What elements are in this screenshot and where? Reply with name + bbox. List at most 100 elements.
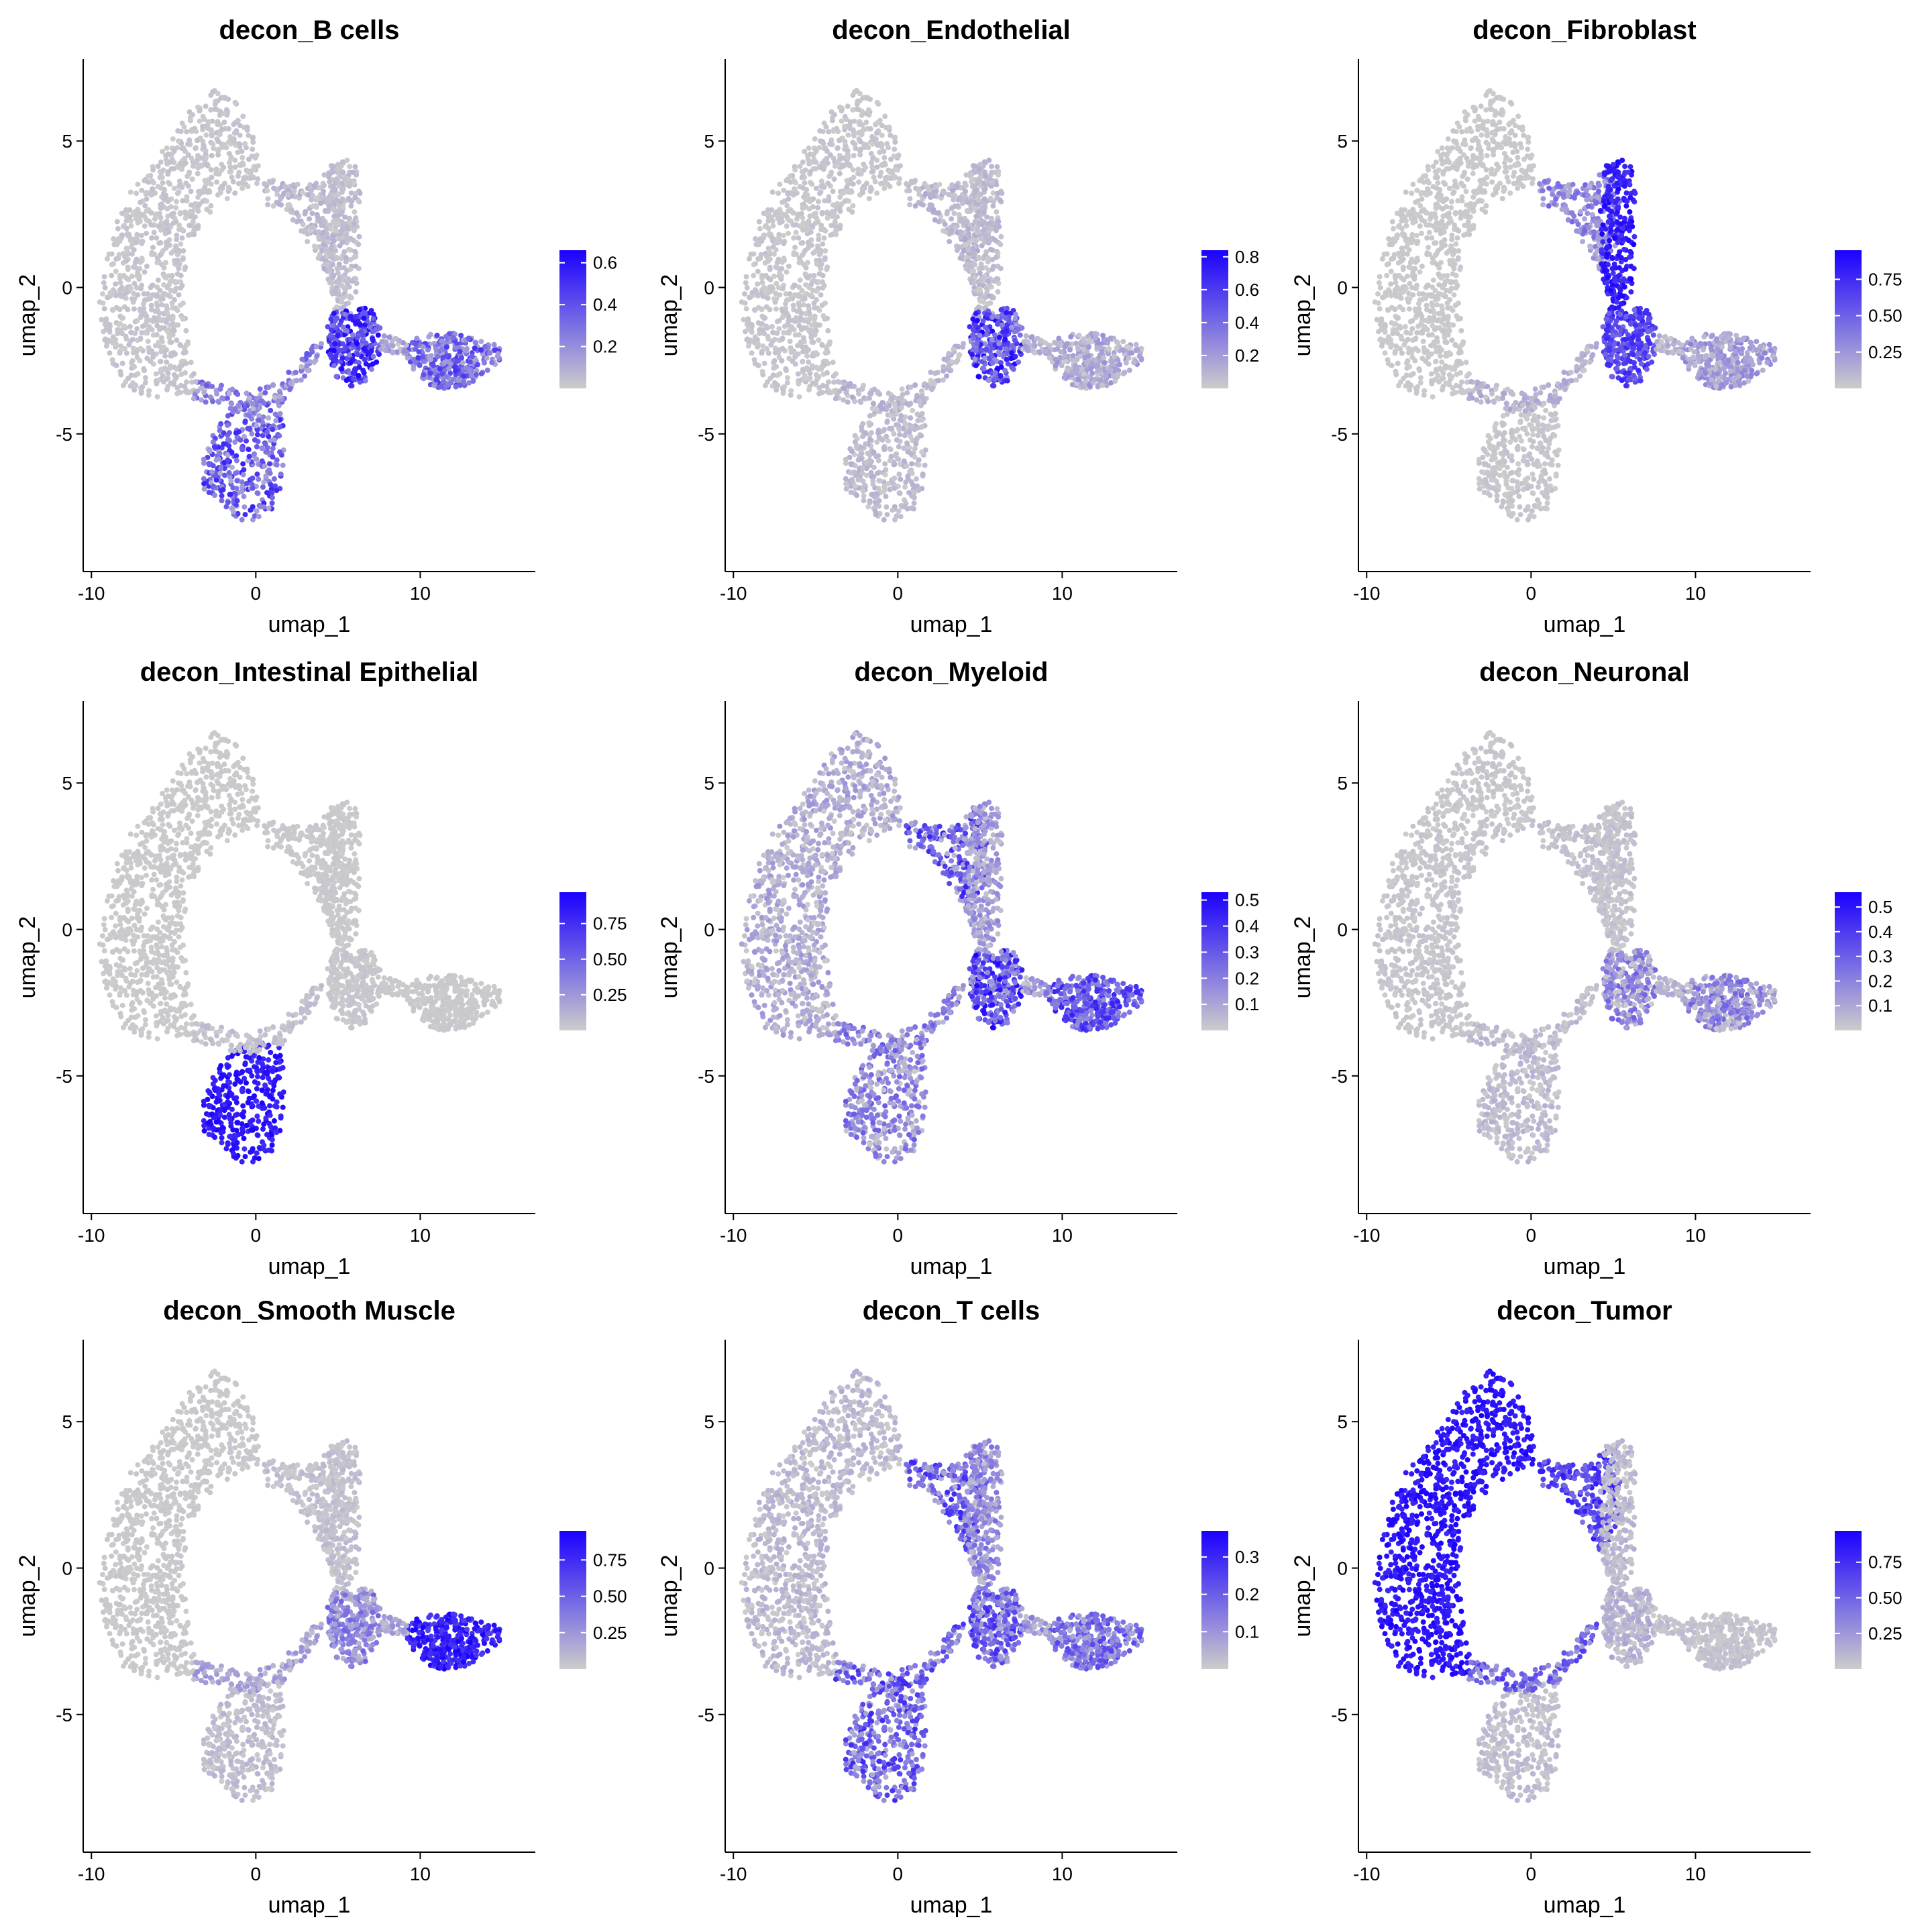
data-point (820, 161, 825, 166)
data-point (781, 330, 786, 335)
data-point (266, 415, 271, 421)
data-point (839, 108, 845, 113)
data-point (824, 124, 829, 129)
data-point (175, 308, 180, 313)
data-point (386, 335, 392, 340)
data-point (178, 343, 183, 348)
data-point (881, 517, 887, 523)
data-point (995, 314, 1000, 319)
data-point (131, 383, 137, 388)
data-point (370, 329, 375, 334)
data-point (260, 458, 265, 464)
data-point (188, 209, 193, 214)
data-point (814, 148, 819, 154)
data-point (739, 299, 745, 305)
data-point (843, 476, 849, 482)
data-point (104, 343, 109, 349)
data-point (856, 391, 861, 396)
data-point (274, 462, 280, 468)
data-point (885, 419, 890, 424)
data-point (117, 307, 123, 312)
data-point (390, 343, 396, 348)
data-point (437, 366, 443, 372)
data-point (183, 361, 189, 366)
data-point (822, 248, 828, 254)
data-point (185, 142, 191, 147)
data-point (152, 230, 157, 235)
data-point (822, 198, 827, 203)
data-point (808, 371, 813, 376)
data-point (909, 461, 914, 466)
data-point (805, 275, 810, 280)
data-point (1095, 368, 1100, 374)
data-point (239, 186, 245, 191)
data-point (204, 383, 209, 388)
data-point (207, 209, 213, 215)
data-point (138, 346, 144, 352)
data-point (227, 430, 232, 435)
data-point (792, 223, 797, 228)
data-point (107, 322, 113, 327)
data-point (966, 262, 971, 267)
data-point (136, 220, 141, 225)
data-point (339, 318, 344, 323)
data-point (773, 307, 779, 312)
data-point (835, 145, 841, 150)
data-point (117, 322, 122, 327)
data-point (152, 315, 157, 321)
data-point (777, 371, 783, 376)
data-point (1000, 323, 1005, 328)
data-point (255, 432, 260, 437)
data-point (816, 374, 821, 380)
data-point (1090, 380, 1095, 385)
data-point (752, 307, 757, 313)
data-point (769, 235, 775, 241)
data-point (164, 387, 170, 392)
data-point (871, 449, 877, 455)
data-point (806, 387, 812, 392)
data-point (458, 349, 463, 354)
data-point (341, 347, 347, 352)
data-point (184, 129, 189, 134)
data-point (363, 378, 368, 384)
data-point (235, 392, 240, 397)
data-point (874, 191, 879, 196)
data-point (217, 451, 223, 456)
data-point (998, 373, 1003, 378)
data-point (134, 326, 140, 331)
data-point (839, 119, 845, 124)
data-point (982, 170, 987, 175)
data-point (154, 323, 160, 329)
data-point (401, 349, 407, 354)
data-point (341, 249, 347, 254)
data-point (953, 203, 958, 209)
data-point (109, 273, 114, 278)
data-point (783, 301, 788, 307)
data-point (788, 339, 793, 344)
data-point (766, 258, 771, 264)
data-point (103, 321, 108, 327)
data-point (229, 401, 234, 407)
data-point (340, 170, 345, 175)
data-point (113, 341, 119, 347)
data-point (414, 336, 419, 341)
data-point (851, 167, 856, 172)
data-point (172, 262, 178, 267)
data-point (426, 334, 431, 339)
data-point (276, 433, 282, 439)
data-point (331, 363, 337, 368)
data-point (175, 279, 180, 284)
data-point (1106, 346, 1112, 352)
data-point (792, 282, 797, 288)
data-point (771, 274, 777, 279)
data-point (906, 490, 912, 495)
data-point (228, 406, 233, 411)
data-point (131, 307, 137, 312)
data-point (876, 486, 881, 491)
data-point (345, 225, 350, 231)
data-point (239, 155, 245, 160)
data-point (777, 182, 782, 187)
data-point (765, 207, 771, 213)
panel-title: decon_B cells (219, 15, 399, 45)
data-point (233, 430, 239, 435)
